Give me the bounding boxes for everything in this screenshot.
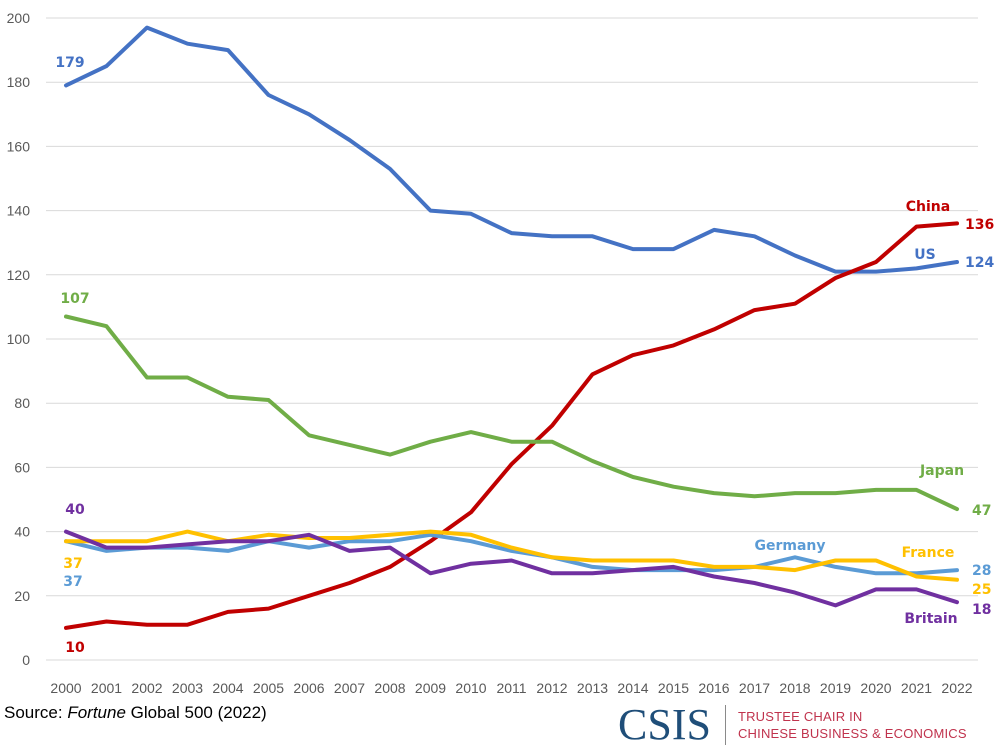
y-tick-label: 20 [14,588,30,604]
x-tick-label: 2010 [455,680,486,696]
y-tick-label: 100 [7,331,31,347]
start-label-china: 10 [65,640,85,656]
csis-wordmark: CSIS [618,700,711,749]
end-label-china: 136 [965,217,994,233]
start-label-us: 179 [55,55,84,71]
series-name-france: France [902,545,955,561]
y-tick-label: 200 [7,10,31,26]
series-line-britain [64,529,959,608]
x-tick-label: 2012 [536,680,567,696]
end-label-us: 124 [965,255,994,271]
y-tick-label: 180 [7,74,31,90]
series-lines [64,25,959,630]
x-tick-label: 2017 [739,680,770,696]
series-name-japan: Japan [919,463,964,479]
series-line-us [64,25,959,274]
csis-logo: CSIS TRUSTEE CHAIR IN CHINESE BUSINESS &… [618,700,967,750]
y-axis-ticks: 0 20 40 60 80 100 120 140 160 180 200 [7,10,31,668]
series-name-britain: Britain [904,611,957,627]
logo-subtitle: TRUSTEE CHAIR IN CHINESE BUSINESS & ECON… [738,708,967,742]
logo-line-2: CHINESE BUSINESS & ECONOMICS [737,726,967,741]
gridlines [46,17,978,661]
source-suffix: Global 500 (2022) [125,703,267,722]
x-tick-label: 2000 [50,680,81,696]
series-name-us: US [914,247,935,263]
x-tick-label: 2001 [91,680,122,696]
y-tick-label: 140 [7,203,31,219]
x-tick-label: 2004 [212,680,243,696]
series-line-france [64,529,959,582]
x-tick-label: 2005 [253,680,284,696]
series-name-china: China [906,199,950,215]
x-tick-label: 2015 [658,680,689,696]
x-tick-label: 2006 [293,680,324,696]
x-tick-label: 2019 [820,680,851,696]
x-tick-label: 2014 [617,680,648,696]
start-label-france: 37 [63,556,82,572]
x-tick-label: 2003 [172,680,203,696]
series-labels: 179 124 US 10 136 China 107 47 Japan 37 28 Germany 3… [55,55,994,656]
start-label-japan: 107 [60,291,89,307]
x-tick-label: 2002 [131,680,162,696]
x-tick-label: 2016 [698,680,729,696]
series-line-china [64,221,959,630]
series-line-japan [64,314,959,512]
series-line-germany [64,532,959,576]
start-label-germany: 37 [63,574,82,590]
x-tick-label: 2007 [334,680,365,696]
line-chart: 0 20 40 60 80 100 120 140 160 180 200 2000 2001 2002… [7,10,995,696]
end-label-britain: 18 [972,602,991,618]
y-tick-label: 80 [14,395,30,411]
x-tick-label: 2020 [860,680,891,696]
x-tick-label: 2008 [374,680,405,696]
source-prefix: Source: [4,703,68,722]
y-tick-label: 0 [22,652,30,668]
x-tick-label: 2013 [577,680,608,696]
x-tick-label: 2022 [941,680,972,696]
source-note: Source: Fortune Global 500 (2022) [4,703,267,723]
logo-line-1: TRUSTEE CHAIR IN [737,709,863,724]
end-label-germany: 28 [972,563,991,579]
x-tick-label: 2018 [779,680,810,696]
y-tick-label: 160 [7,138,31,154]
source-publication: Fortune [67,703,126,722]
x-axis-ticks: 2000 2001 2002 2003 2004 2005 2006 2007 2008 2009… [50,680,972,696]
x-tick-label: 2011 [496,680,526,696]
end-label-france: 25 [972,582,991,598]
y-tick-label: 120 [7,267,31,283]
start-label-britain: 40 [65,502,85,518]
x-tick-label: 2009 [415,680,446,696]
series-name-germany: Germany [754,538,825,554]
end-label-japan: 47 [972,503,991,519]
logo-divider [724,705,726,745]
y-tick-label: 60 [14,459,30,475]
x-tick-label: 2021 [901,680,932,696]
y-tick-label: 40 [14,524,30,540]
